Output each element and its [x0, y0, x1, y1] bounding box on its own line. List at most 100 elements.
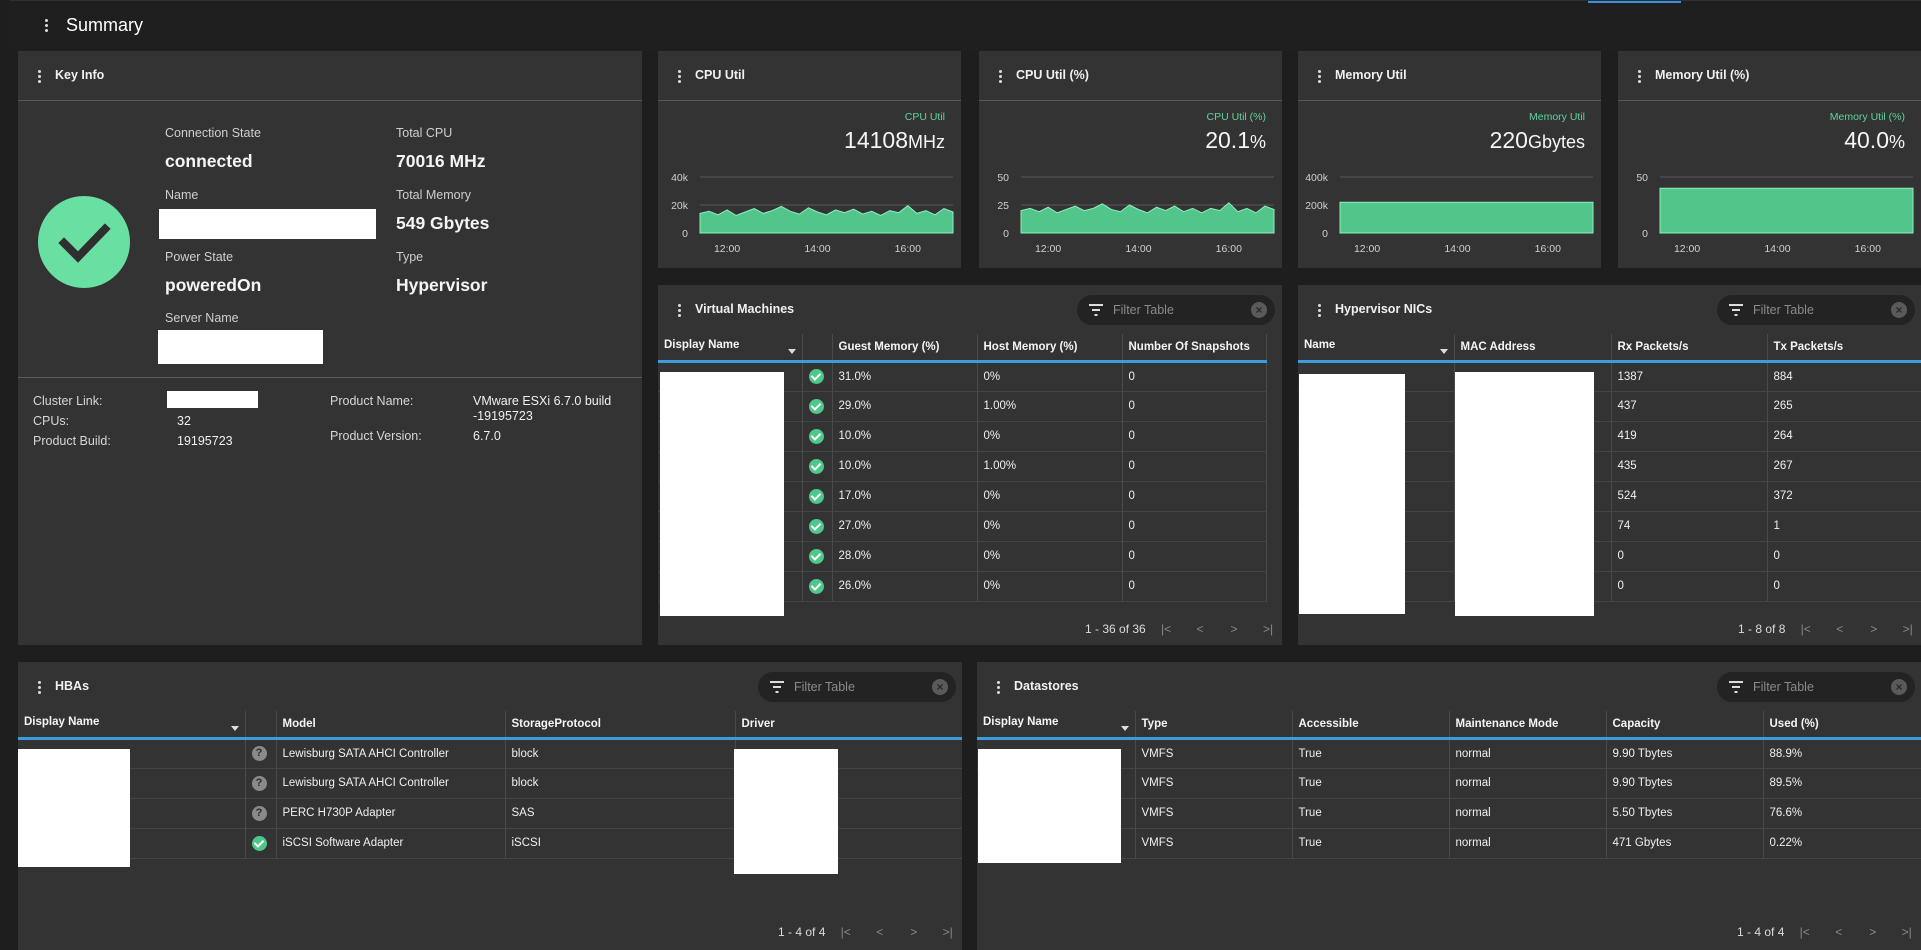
- next-page-icon[interactable]: >: [910, 925, 918, 939]
- vms-filter-placeholder: Filter Table: [1113, 303, 1174, 317]
- vm-status-cell: [802, 481, 833, 512]
- datastore-capacity-cell: 9.90 Tbytes: [1606, 738, 1764, 769]
- vm-host-memory-cell: 1.00%: [977, 391, 1123, 422]
- name-value-redacted: [159, 209, 376, 239]
- hba-status-cell: ?: [245, 798, 277, 829]
- column-header-accessible[interactable]: Accessible: [1292, 711, 1450, 740]
- column-header-driver[interactable]: Driver: [735, 711, 962, 740]
- column-header-display-name[interactable]: Display Name: [658, 334, 803, 363]
- memory-util-caption: Memory Util: [1528, 111, 1585, 123]
- datastores-filter-placeholder: Filter Table: [1753, 680, 1814, 694]
- key-info-menu-icon[interactable]: [36, 69, 42, 85]
- datastores-menu-icon[interactable]: [995, 680, 1001, 696]
- prev-page-icon[interactable]: <: [876, 925, 884, 939]
- status-ok-icon: [808, 518, 824, 534]
- column-header-model[interactable]: Model: [276, 711, 506, 740]
- first-page-icon[interactable]: |<: [1800, 622, 1811, 636]
- hbas-menu-icon[interactable]: [36, 680, 42, 696]
- sort-desc-icon[interactable]: [1439, 349, 1448, 355]
- hbas-filter-placeholder: Filter Table: [794, 680, 855, 694]
- status-ok-icon: [808, 428, 824, 444]
- hba-model-cell: Lewisburg SATA AHCI Controller: [276, 738, 506, 769]
- table-row[interactable]: 17.0% 0% 0: [658, 481, 1267, 512]
- column-header-host-memory[interactable]: Host Memory (%): [977, 334, 1123, 363]
- cpu-util-menu-icon[interactable]: [676, 69, 682, 85]
- next-page-icon[interactable]: >: [1230, 622, 1238, 636]
- next-page-icon[interactable]: >: [1870, 622, 1878, 636]
- first-page-icon[interactable]: |<: [840, 925, 851, 939]
- clear-filter-icon[interactable]: ×: [1891, 302, 1907, 318]
- table-row[interactable]: VMFS True normal 9.90 Tbytes 88.9%: [977, 738, 1921, 769]
- x-tick-label: 14:00: [1444, 243, 1470, 255]
- memory-util-panel: Memory Util Memory Util 220Gbytes 0 200k 4…: [1298, 51, 1601, 268]
- y-tick-label: 20k: [671, 200, 689, 212]
- column-header-maintenance-mode[interactable]: Maintenance Mode: [1449, 711, 1607, 740]
- nics-filter-placeholder: Filter Table: [1753, 303, 1814, 317]
- prev-page-icon[interactable]: <: [1196, 622, 1204, 636]
- first-page-icon[interactable]: |<: [1161, 622, 1172, 636]
- column-header-capacity[interactable]: Capacity: [1606, 711, 1764, 740]
- vms-page-range: 1 - 36 of 36: [1085, 622, 1146, 636]
- last-page-icon[interactable]: >|: [1902, 622, 1913, 636]
- nic-rx-cell: 74: [1611, 511, 1768, 542]
- column-header-display-name[interactable]: Display Name: [18, 711, 246, 740]
- last-page-icon[interactable]: >|: [942, 925, 953, 939]
- column-header-mac-address[interactable]: MAC Address: [1454, 334, 1612, 363]
- hba-names-redacted: [18, 749, 130, 867]
- sort-desc-icon[interactable]: [787, 349, 796, 355]
- prev-page-icon[interactable]: <: [1835, 925, 1843, 939]
- page-menu-icon[interactable]: [43, 18, 49, 34]
- last-page-icon[interactable]: >|: [1901, 925, 1912, 939]
- cluster-link-redacted[interactable]: [167, 391, 258, 408]
- column-header-rx-packets[interactable]: Rx Packets/s: [1611, 334, 1768, 363]
- datastore-used-cell: 89.5%: [1763, 768, 1921, 799]
- cpu-util-pct-menu-icon[interactable]: [997, 69, 1003, 85]
- column-header-guest-memory[interactable]: Guest Memory (%): [832, 334, 978, 363]
- vm-host-memory-cell: 0%: [977, 541, 1123, 572]
- status-ok-icon: [251, 835, 267, 851]
- memory-util-pct-menu-icon[interactable]: [1636, 69, 1642, 85]
- column-header-status[interactable]: [802, 334, 833, 363]
- check-circle-icon: [38, 196, 130, 288]
- nic-rx-cell: 1387: [1611, 361, 1768, 392]
- prev-page-icon[interactable]: <: [1836, 622, 1844, 636]
- x-tick-label: 16:00: [1535, 243, 1561, 255]
- cpu-util-caption: CPU Util: [904, 111, 945, 123]
- hba-status-cell: ?: [245, 738, 277, 769]
- vms-menu-icon[interactable]: [676, 303, 682, 319]
- last-page-icon[interactable]: >|: [1263, 622, 1274, 636]
- nics-filter-input[interactable]: Filter Table ×: [1717, 295, 1915, 325]
- column-header-used[interactable]: Used (%): [1763, 711, 1921, 740]
- datastores-filter-input[interactable]: Filter Table ×: [1717, 672, 1915, 702]
- column-header-storage-protocol[interactable]: StorageProtocol: [505, 711, 736, 740]
- hba-protocol-cell: SAS: [505, 798, 736, 829]
- column-header-status[interactable]: [245, 711, 277, 740]
- cpu-util-pct-title: CPU Util (%): [1016, 68, 1089, 82]
- total-cpu-value: 70016 MHz: [396, 151, 486, 171]
- hbas-filter-input[interactable]: Filter Table ×: [758, 672, 956, 702]
- divider: [18, 377, 642, 378]
- hbas-page-range: 1 - 4 of 4: [778, 925, 826, 939]
- sort-desc-icon[interactable]: [230, 726, 239, 732]
- datastore-type-cell: VMFS: [1135, 738, 1293, 769]
- clear-filter-icon[interactable]: ×: [1251, 302, 1267, 318]
- sort-desc-icon[interactable]: [1120, 726, 1129, 732]
- nic-tx-cell: 884: [1767, 361, 1921, 392]
- column-header-type[interactable]: Type: [1135, 711, 1293, 740]
- column-header-display-name[interactable]: Display Name: [977, 711, 1136, 740]
- first-page-icon[interactable]: |<: [1799, 925, 1810, 939]
- column-header-snapshots[interactable]: Number Of Snapshots: [1122, 334, 1267, 363]
- column-header-tx-packets[interactable]: Tx Packets/s: [1767, 334, 1921, 363]
- next-page-icon[interactable]: >: [1869, 925, 1877, 939]
- clear-filter-icon[interactable]: ×: [1891, 679, 1907, 695]
- filter-icon: [1089, 304, 1103, 316]
- table-row[interactable]: 26.0% 0% 0: [658, 571, 1267, 602]
- nics-menu-icon[interactable]: [1316, 303, 1322, 319]
- memory-util-menu-icon[interactable]: [1316, 69, 1322, 85]
- vms-filter-input[interactable]: Filter Table ×: [1077, 295, 1275, 325]
- datastore-accessible-cell: True: [1292, 798, 1450, 829]
- column-header-name[interactable]: Name: [1298, 334, 1455, 363]
- x-tick-label: 14:00: [1125, 243, 1151, 255]
- clear-filter-icon[interactable]: ×: [932, 679, 948, 695]
- cpu-util-chart: 0 20k 40k 12:00 14:00 16:00: [671, 172, 954, 255]
